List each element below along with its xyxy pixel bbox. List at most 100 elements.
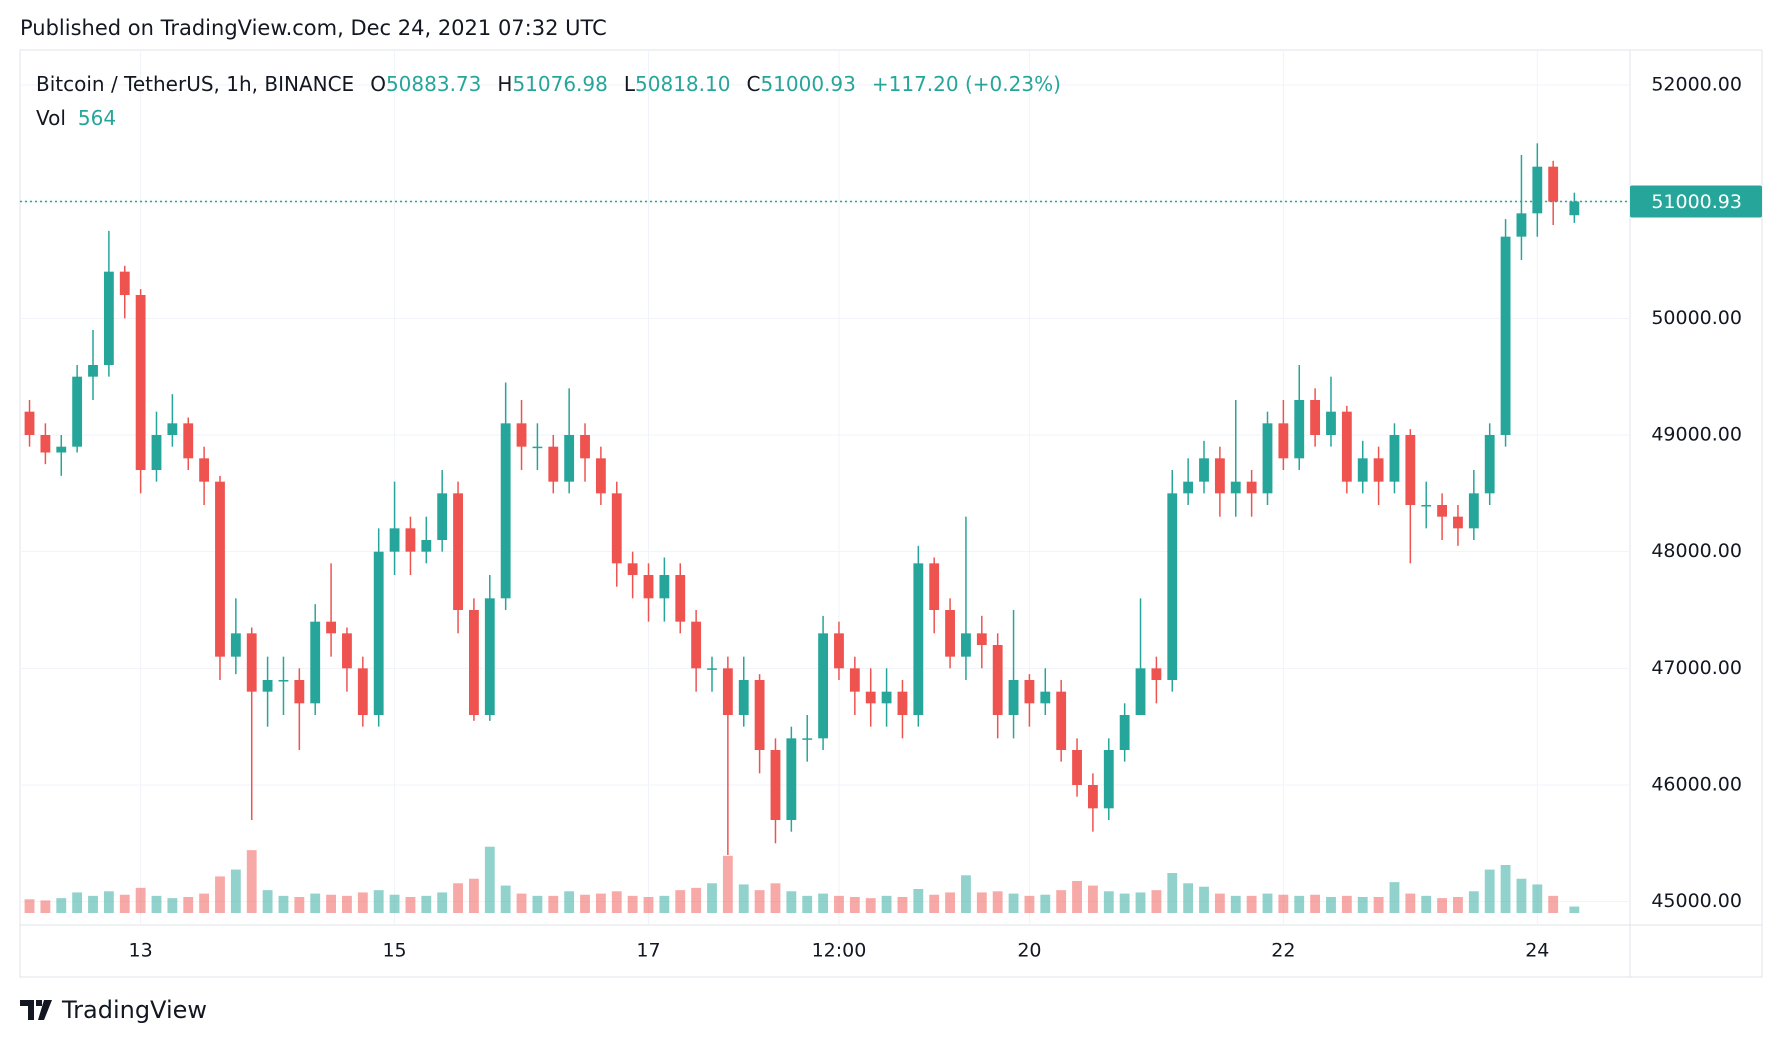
volume-bar xyxy=(1516,878,1527,913)
volume-bar xyxy=(262,890,273,913)
volume-bar xyxy=(199,893,210,913)
candle-body xyxy=(40,435,51,453)
candle-body xyxy=(1389,435,1400,482)
candle-body xyxy=(580,435,590,459)
candle-body xyxy=(151,435,162,470)
volume-bar xyxy=(1278,894,1289,913)
volume-bar xyxy=(834,895,844,913)
x-tick-label: 13 xyxy=(129,940,153,962)
candle-body xyxy=(1294,400,1305,459)
candle-body xyxy=(1087,785,1098,809)
candle-body xyxy=(342,633,352,669)
ohlc-high: H51076.98 xyxy=(497,72,607,96)
volume-bar xyxy=(389,894,400,913)
volume-bar xyxy=(246,850,257,913)
volume-bar xyxy=(326,894,337,913)
grid xyxy=(20,50,1630,925)
candle-body xyxy=(1230,481,1241,494)
volume-bar xyxy=(1437,898,1448,913)
volume-bar xyxy=(1056,890,1067,913)
volume-bar xyxy=(1103,891,1114,913)
volume-bar xyxy=(135,887,146,913)
candle-body xyxy=(1373,458,1384,482)
volume-bar xyxy=(1151,890,1162,913)
candle-body xyxy=(1500,236,1511,435)
candle-body xyxy=(611,493,622,564)
candle-body xyxy=(992,645,1003,715)
candles xyxy=(24,143,1580,855)
volume-bar xyxy=(1087,885,1098,913)
brand-logo xyxy=(20,1000,52,1020)
volume-bar xyxy=(373,890,384,913)
candle-body xyxy=(453,493,463,610)
volume-bar xyxy=(1389,882,1400,913)
candle-body xyxy=(246,633,257,692)
candle-body xyxy=(1199,458,1209,482)
volume-bar xyxy=(659,895,670,913)
candle-body xyxy=(56,446,67,453)
volume-bar xyxy=(786,891,797,913)
volume-bar xyxy=(310,893,321,913)
volume-bar xyxy=(881,895,892,913)
volume-bar xyxy=(1453,897,1463,913)
candle-body xyxy=(1326,411,1336,435)
x-tick-label: 12:00 xyxy=(812,940,867,962)
x-tick-label: 22 xyxy=(1271,940,1295,962)
brand: TradingView xyxy=(20,996,207,1024)
candle-body xyxy=(976,633,987,645)
volume-bar xyxy=(88,895,98,913)
candle-body xyxy=(484,598,495,715)
volume-bar xyxy=(40,900,51,913)
y-tick-label: 47000.00 xyxy=(1651,657,1742,679)
volume-bar xyxy=(627,895,638,913)
candle-body xyxy=(1405,435,1416,505)
volume-bar xyxy=(516,893,527,913)
volume-bar xyxy=(1421,895,1432,913)
candle-body xyxy=(913,563,924,715)
volume-bar xyxy=(453,883,463,913)
candle-body xyxy=(262,680,273,692)
candle-body xyxy=(405,528,416,552)
volume-bar xyxy=(342,895,352,913)
volume-name: Vol xyxy=(36,106,66,130)
candle-body xyxy=(961,633,971,657)
candle-body xyxy=(1453,516,1463,529)
candle-body xyxy=(595,458,606,494)
volume-bar xyxy=(437,892,448,913)
volume-bar xyxy=(929,894,940,913)
published-note: Published on TradingView.com, Dec 24, 20… xyxy=(20,16,607,40)
volume-bar xyxy=(1310,894,1321,913)
volume-bar xyxy=(1294,895,1305,913)
volume-bar xyxy=(167,898,178,913)
value: 50883.73 xyxy=(385,72,482,96)
candle-body xyxy=(897,691,908,715)
candle-body xyxy=(627,563,638,575)
candle-body xyxy=(865,691,876,704)
volume-bar xyxy=(1183,883,1194,913)
candle-body xyxy=(675,575,686,622)
volume-bar xyxy=(1484,869,1495,913)
candle-body xyxy=(881,691,892,704)
volume-bar xyxy=(961,875,971,913)
volume-bar xyxy=(707,883,717,913)
candle-body xyxy=(1183,481,1194,494)
last-price-label: 51000.93 xyxy=(1651,191,1742,213)
candle-body xyxy=(754,680,765,750)
candle-body xyxy=(1468,493,1479,529)
value: 50818.10 xyxy=(635,72,731,96)
volume-bar xyxy=(1373,897,1384,913)
volume-bar xyxy=(1024,895,1035,913)
candle-body xyxy=(199,458,210,482)
candle-body xyxy=(1548,166,1559,202)
candle-body xyxy=(278,680,289,682)
candle-body xyxy=(437,493,448,540)
candle-body xyxy=(1437,505,1448,517)
volume-bar xyxy=(1214,893,1225,913)
volume-bar xyxy=(548,895,559,913)
y-tick-label: 48000.00 xyxy=(1651,540,1742,562)
ohlc-low: L50818.10 xyxy=(624,72,731,96)
volume-bar xyxy=(56,898,67,913)
volume-bar xyxy=(1167,873,1178,913)
volume-bar xyxy=(230,869,241,913)
volume-bar xyxy=(976,892,987,913)
